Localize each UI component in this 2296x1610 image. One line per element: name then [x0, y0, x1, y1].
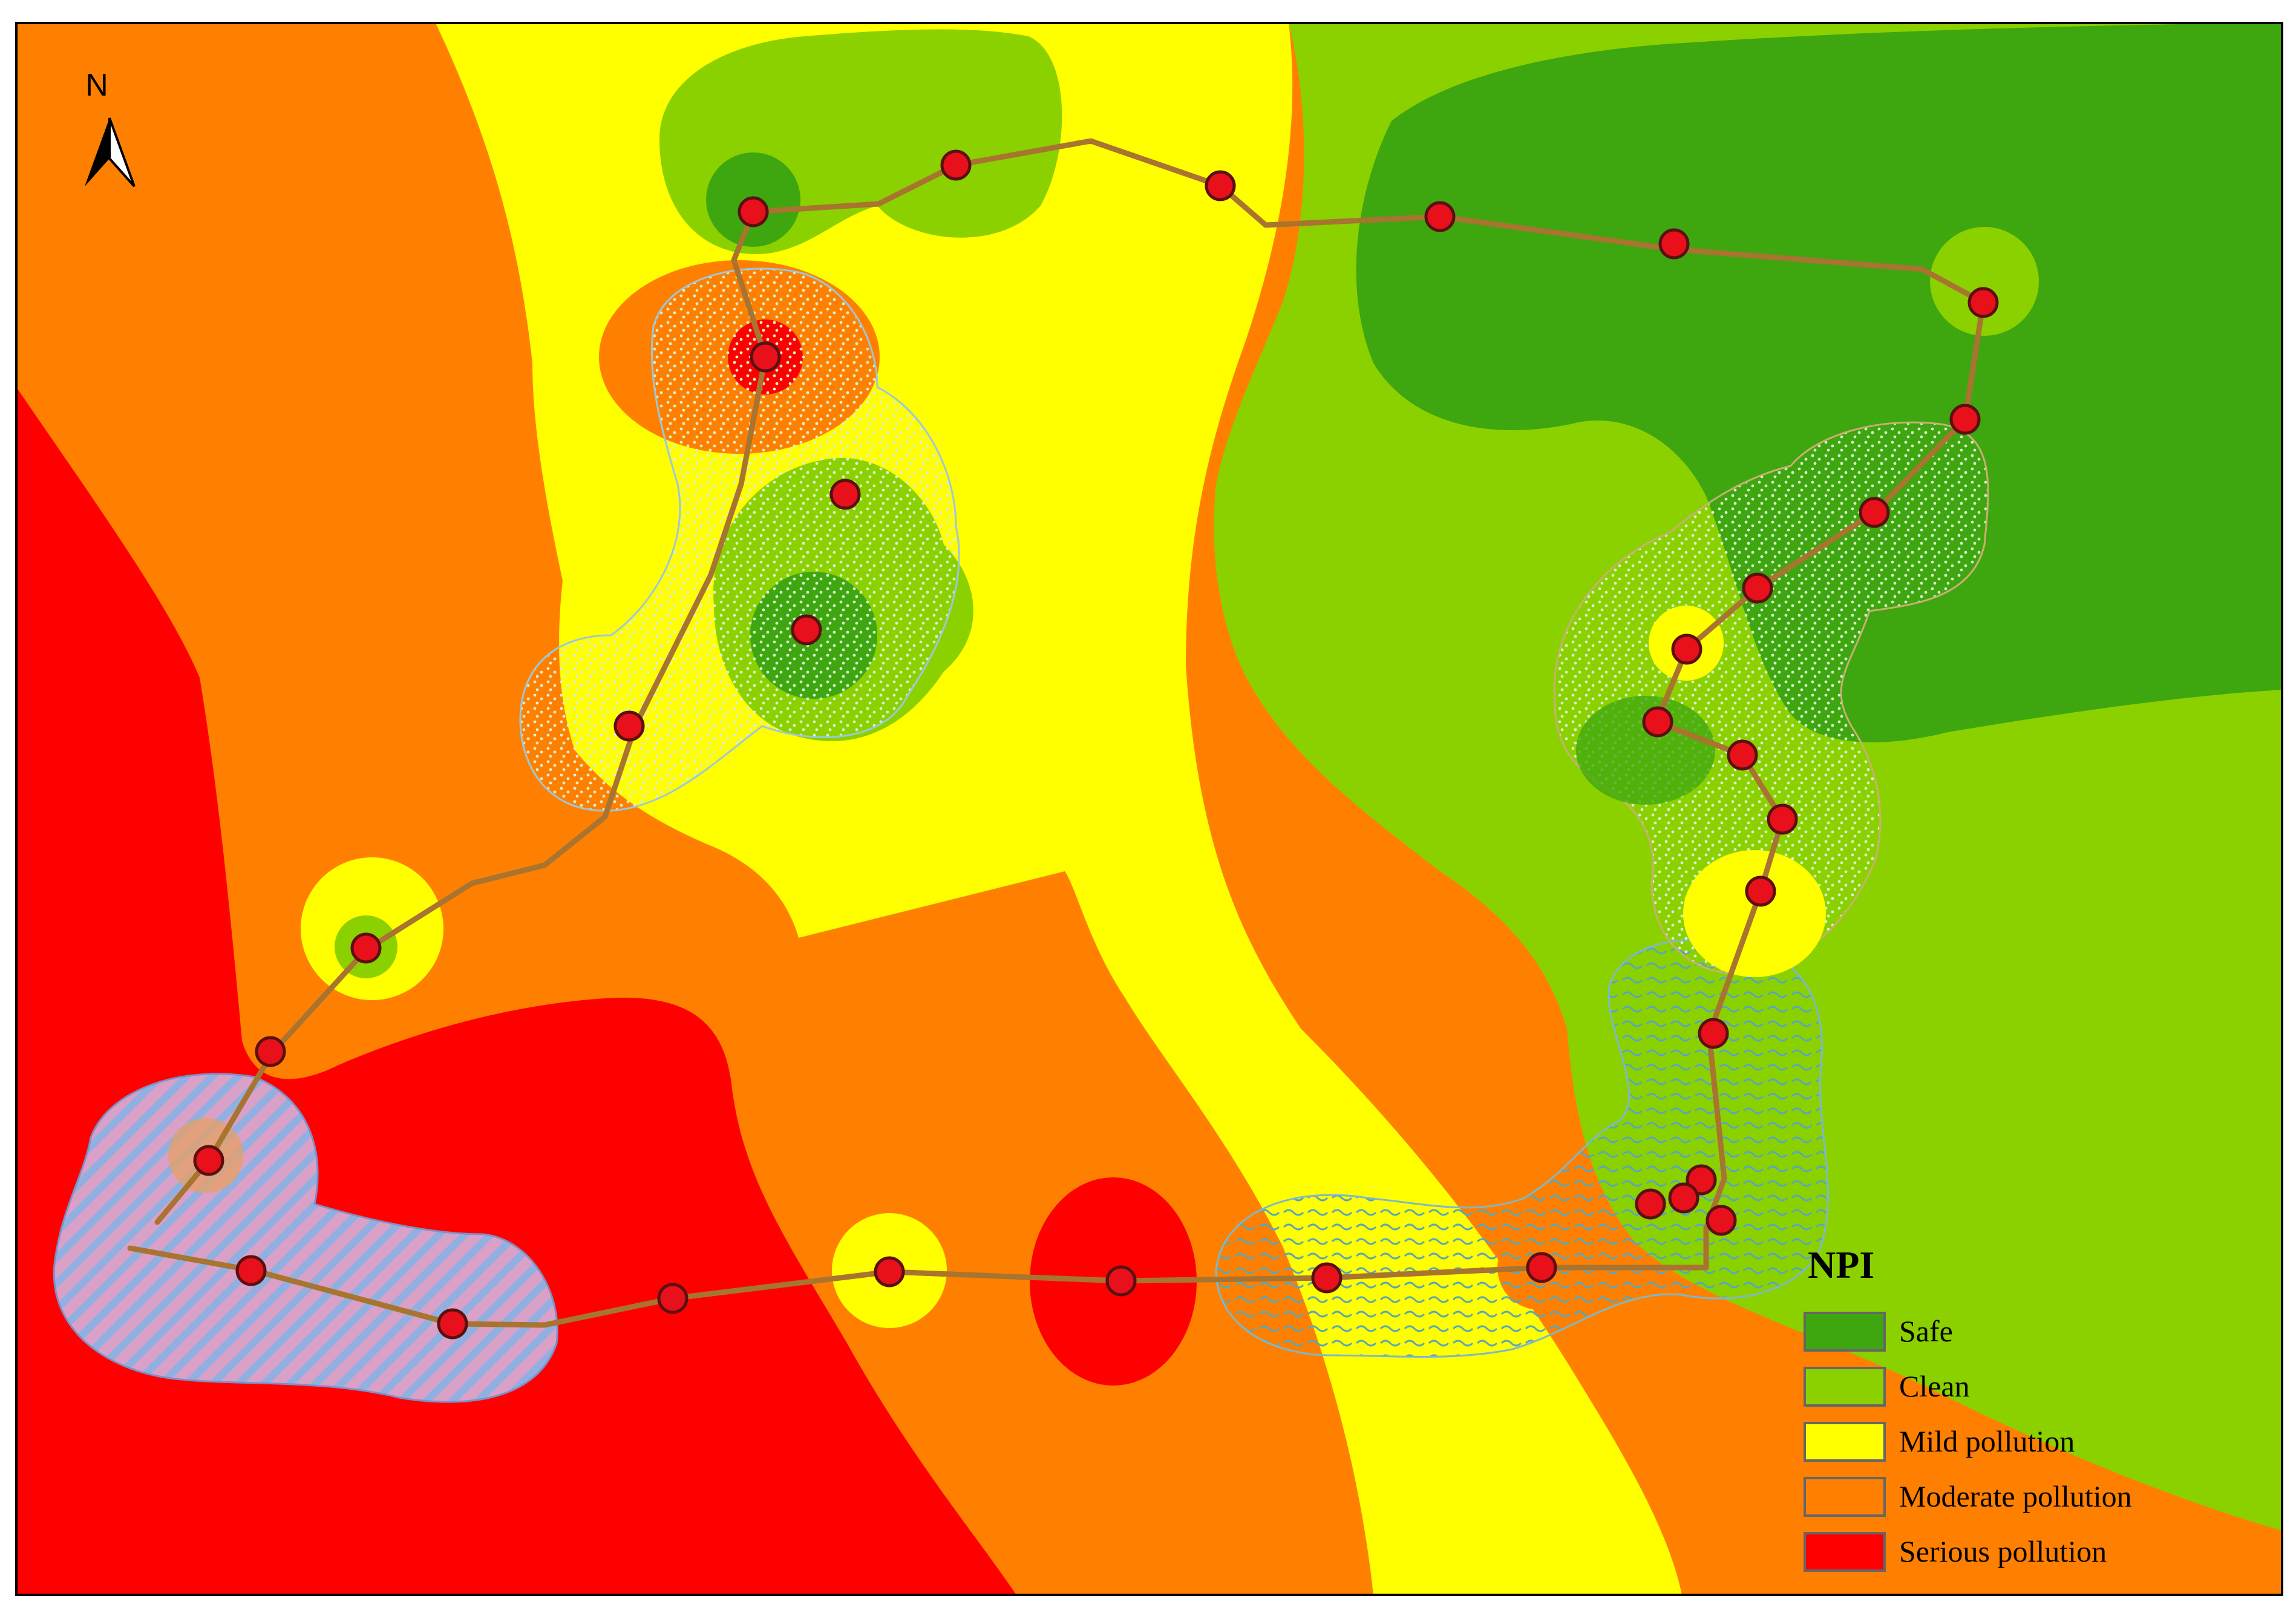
sample-point[interactable]: [350, 932, 382, 964]
sample-point[interactable]: [1745, 875, 1776, 907]
sample-point[interactable]: [1767, 803, 1798, 835]
sample-point[interactable]: [829, 479, 861, 510]
zone-safe-northeast: [1356, 23, 2282, 742]
sample-point[interactable]: [1311, 1262, 1343, 1294]
map-frame: [15, 22, 2283, 1596]
sample-point[interactable]: [1859, 497, 1890, 528]
sample-point[interactable]: [1727, 739, 1758, 771]
sample-point[interactable]: [1642, 706, 1673, 738]
legend-label: Mild pollution: [1899, 1424, 2075, 1458]
sample-point[interactable]: [613, 710, 645, 742]
sample-point[interactable]: [1526, 1252, 1557, 1283]
north-label: N: [85, 68, 108, 103]
legend: NPI Safe Clean Mild pollution Moderate poll…: [1804, 1243, 2132, 1572]
sample-point[interactable]: [1671, 633, 1702, 665]
zone-clean-ne-spot: [1930, 227, 2039, 336]
sample-point[interactable]: [1967, 287, 1999, 318]
legend-label: Moderate pollution: [1899, 1479, 2132, 1513]
legend-title: NPI: [1808, 1243, 1874, 1286]
sample-point[interactable]: [1949, 404, 1981, 435]
legend-swatch: [1804, 1312, 1886, 1352]
wavy-area-southeast: [1215, 938, 1829, 1358]
sample-point[interactable]: [1424, 201, 1456, 232]
legend-swatch: [1804, 1367, 1886, 1407]
sample-point[interactable]: [791, 614, 822, 646]
sample-point[interactable]: [1205, 170, 1236, 201]
map-zones: [16, 23, 2282, 1595]
sample-point[interactable]: [1698, 1018, 1729, 1049]
sample-point[interactable]: [874, 1256, 905, 1288]
sample-point[interactable]: [1706, 1205, 1737, 1236]
sample-point[interactable]: [437, 1308, 468, 1340]
sample-point[interactable]: [1742, 572, 1773, 604]
legend-label: Clean: [1899, 1369, 1970, 1403]
north-arrow: N: [85, 68, 136, 188]
sample-point[interactable]: [1668, 1182, 1699, 1214]
legend-swatch: [1804, 1422, 1886, 1462]
legend-label: Serious pollution: [1899, 1534, 2107, 1568]
sample-point[interactable]: [750, 341, 781, 373]
legend-swatch: [1804, 1477, 1886, 1517]
sample-point[interactable]: [940, 149, 972, 181]
sample-point[interactable]: [255, 1036, 286, 1067]
sample-point[interactable]: [738, 196, 769, 227]
sample-point[interactable]: [1105, 1265, 1137, 1297]
sample-point[interactable]: [1635, 1188, 1666, 1220]
north-arrow-right: [108, 117, 136, 188]
stipple-area-central: [519, 267, 960, 812]
sample-point[interactable]: [235, 1255, 267, 1286]
north-arrow-left: [85, 118, 110, 186]
stipple-area-east: [1553, 421, 1989, 975]
sample-points: [193, 149, 1999, 1340]
sample-point[interactable]: [1658, 228, 1690, 260]
sample-point[interactable]: [657, 1283, 688, 1314]
sample-point[interactable]: [193, 1145, 224, 1176]
legend-label: Safe: [1899, 1314, 1953, 1348]
legend-swatch: [1804, 1532, 1886, 1572]
zone-safe-east-spot: [1576, 696, 1715, 805]
